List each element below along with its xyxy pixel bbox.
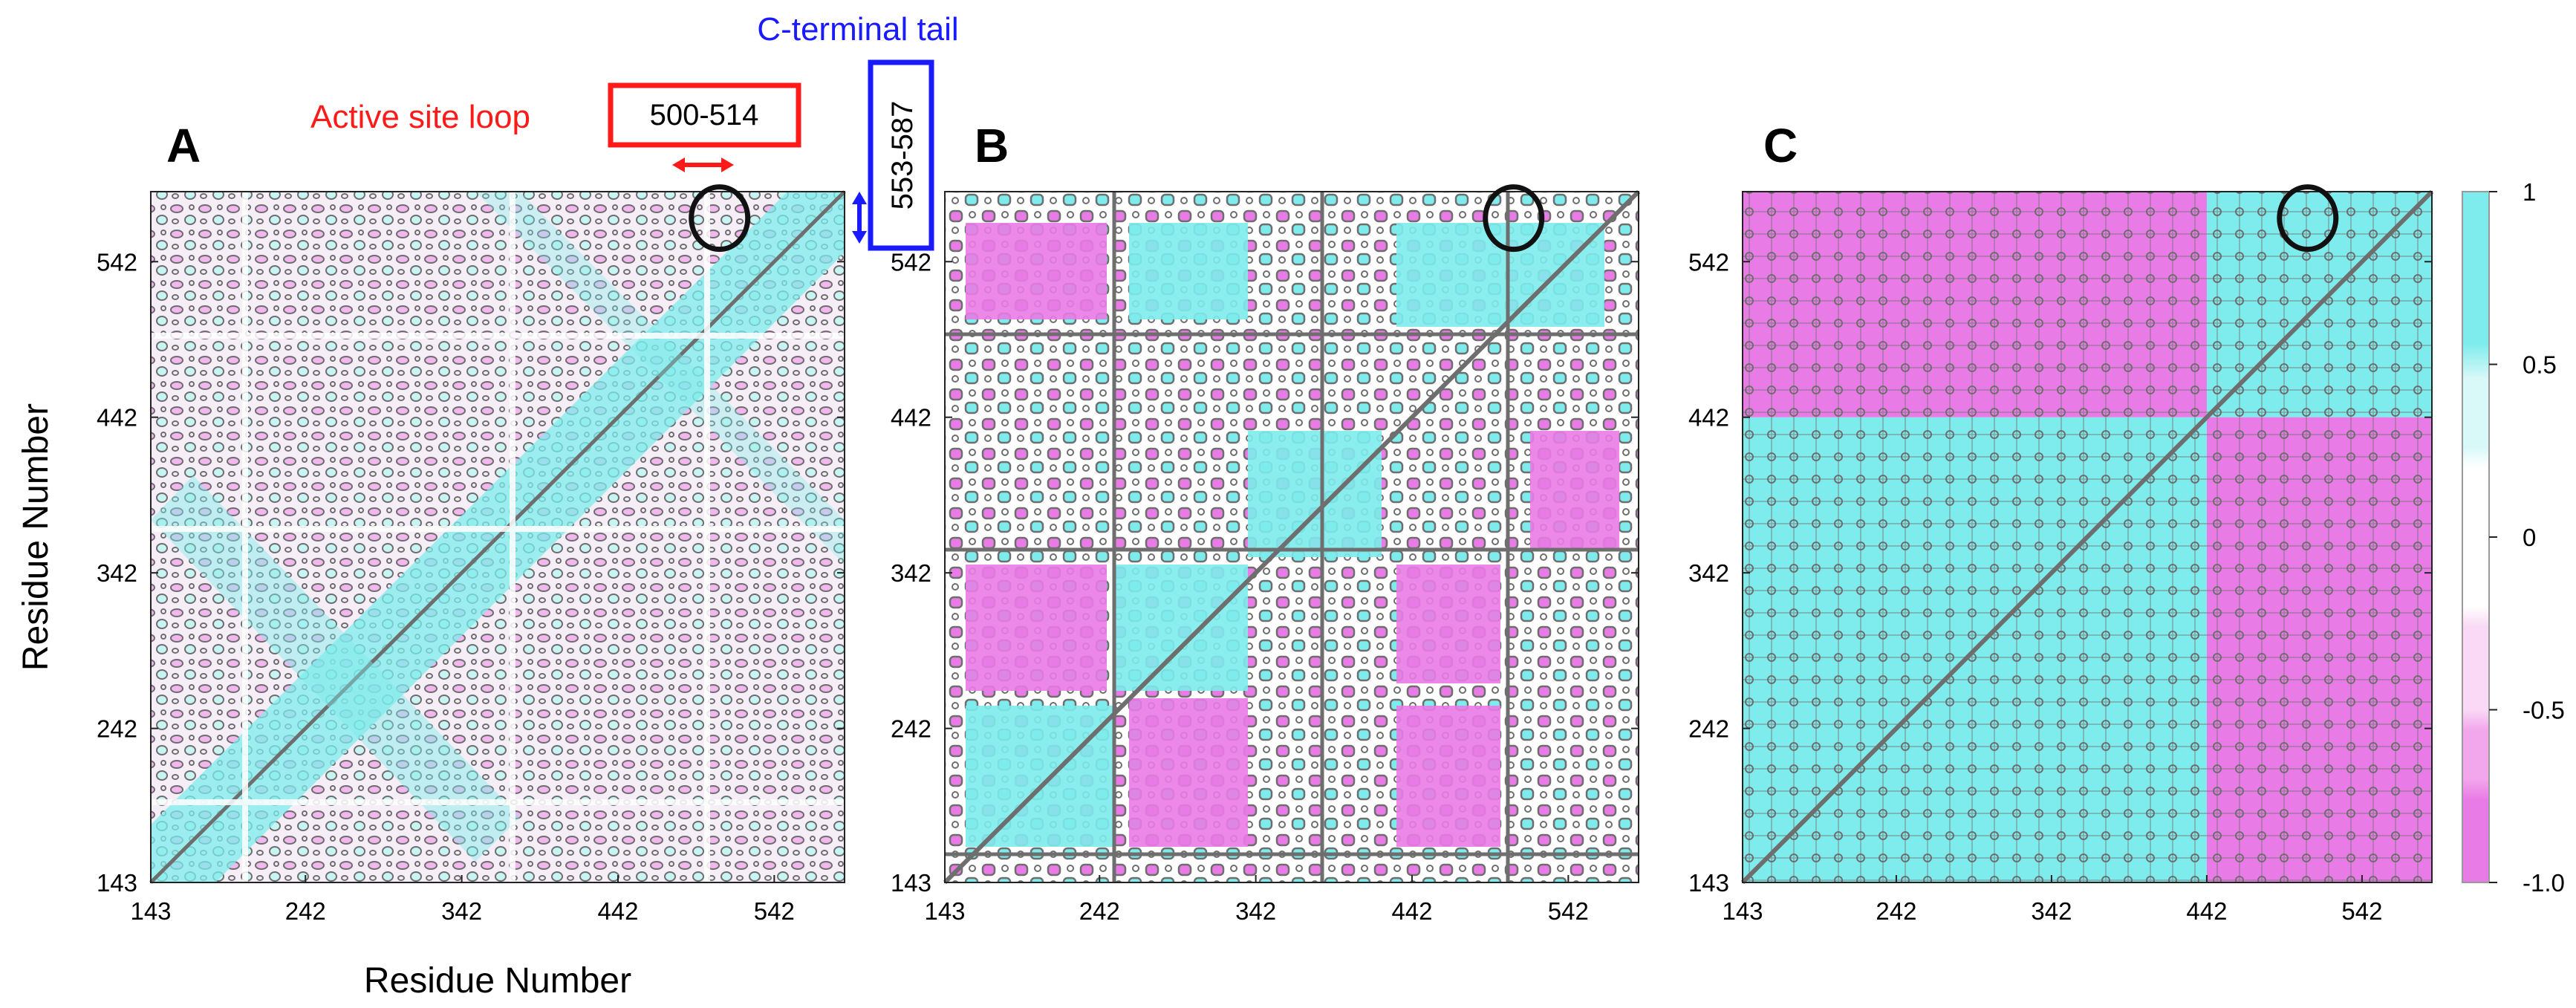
panel-b: B (943, 119, 1641, 885)
panel-c-x-tick-label: 143 (1722, 897, 1763, 925)
panel-c-y-tick-label: 242 (1688, 715, 1729, 743)
active-site-annotation: Active site loop 500-514 (310, 82, 801, 172)
panel-a-y-tick-label: 242 (97, 715, 137, 743)
panel-b-y-tick-label: 143 (891, 869, 931, 897)
panel-a-y-tick-label: 542 (97, 248, 137, 276)
colorbar: 1 0.5 0 -0.5 -1.0 (2462, 178, 2565, 897)
panel-c-diagonal (1740, 189, 2434, 885)
panel-a-x-tick-label: 242 (285, 897, 326, 925)
panel-b-x-tick-label: 143 (924, 897, 965, 925)
panel-a-x-tick-label: 542 (754, 897, 795, 925)
panel-b-letter: B (975, 119, 1009, 172)
panel-b-y-tick-label: 242 (891, 715, 931, 743)
panel-b-x-tick-label: 242 (1079, 897, 1120, 925)
panel-a-diagonal (149, 190, 846, 884)
c-terminal-arrow (852, 192, 867, 244)
colorbar-tick-label: 0 (2523, 524, 2536, 551)
panel-c-y-tick-label: 143 (1688, 869, 1729, 897)
panel-c-x-tick-label: 242 (1876, 897, 1916, 925)
panel-a-x-tick-label: 143 (130, 897, 171, 925)
panel-b-x-tick-label: 542 (1548, 897, 1589, 925)
panel-a-y-tick-label: 342 (97, 559, 137, 587)
c-terminal-range-box (868, 59, 934, 251)
panel-a-y-tick-label: 143 (97, 869, 137, 897)
panel-c-frame (1742, 191, 2433, 883)
panel-c-y-tick-label: 442 (1688, 404, 1729, 432)
panel-c-y-tick-label: 342 (1688, 559, 1729, 587)
panel-a-x-tick-label: 342 (441, 897, 482, 925)
panel-b-highlight-circle (1483, 184, 1545, 253)
colorbar-tick-label: -1.0 (2523, 869, 2565, 897)
active-site-arrow (672, 157, 734, 172)
panel-b-frame (944, 191, 1639, 883)
colorbar-tick-label: 0.5 (2523, 351, 2557, 379)
panel-a: A (149, 119, 846, 884)
panel-a-letter: A (166, 119, 201, 172)
panel-a-x-tick-label: 442 (597, 897, 638, 925)
colorbar-tick-label: 1 (2523, 178, 2536, 206)
panel-b-x-tick-label: 442 (1391, 897, 1432, 925)
panel-a-highlight-circle (689, 184, 751, 253)
panel-b-diagonal (943, 189, 1641, 885)
panel-c-x-tick-label: 442 (2186, 897, 2227, 925)
panel-b-stripes (945, 192, 1639, 882)
colorbar-tick-label: -0.5 (2523, 697, 2565, 724)
axis-ticks: 143 242 342 442 542 143 242 342 442 542 143 242 342 4… (97, 248, 2432, 925)
x-axis-title: Residue Number (364, 961, 631, 1001)
panel-a-stripes (151, 192, 845, 882)
active-site-label: Active site loop (310, 99, 530, 135)
colorbar-gradient (2462, 191, 2490, 883)
panel-c: C (1740, 119, 2434, 885)
panel-b-y-tick-label: 542 (891, 248, 931, 276)
panel-b-y-tick-label: 342 (891, 559, 931, 587)
colorbar-ticks: 1 0.5 0 -0.5 -1.0 (2489, 178, 2565, 897)
panel-c-x-tick-label: 542 (2341, 897, 2382, 925)
c-terminal-range-text: 553-587 (886, 101, 919, 210)
panel-c-y-tick-label: 542 (1688, 248, 1729, 276)
c-terminal-annotation: C-terminal tail 553-587 (757, 11, 959, 251)
panel-a-y-tick-label: 442 (97, 404, 137, 432)
panel-c-letter: C (1763, 119, 1798, 172)
panel-b-blocks (966, 223, 1619, 847)
panel-a-frame (150, 191, 845, 883)
y-axis-title: Residue Number (16, 403, 56, 671)
panel-c-x-tick-label: 342 (2031, 897, 2072, 925)
c-terminal-label: C-terminal tail (757, 11, 958, 48)
panel-c-highlight-circle (2277, 184, 2339, 253)
panel-a-cross-band-2 (475, 192, 845, 565)
active-site-range-box (608, 82, 801, 148)
panel-b-y-tick-label: 442 (891, 404, 931, 432)
panel-b-x-tick-label: 342 (1235, 897, 1276, 925)
active-site-range-text: 500-514 (650, 99, 759, 131)
